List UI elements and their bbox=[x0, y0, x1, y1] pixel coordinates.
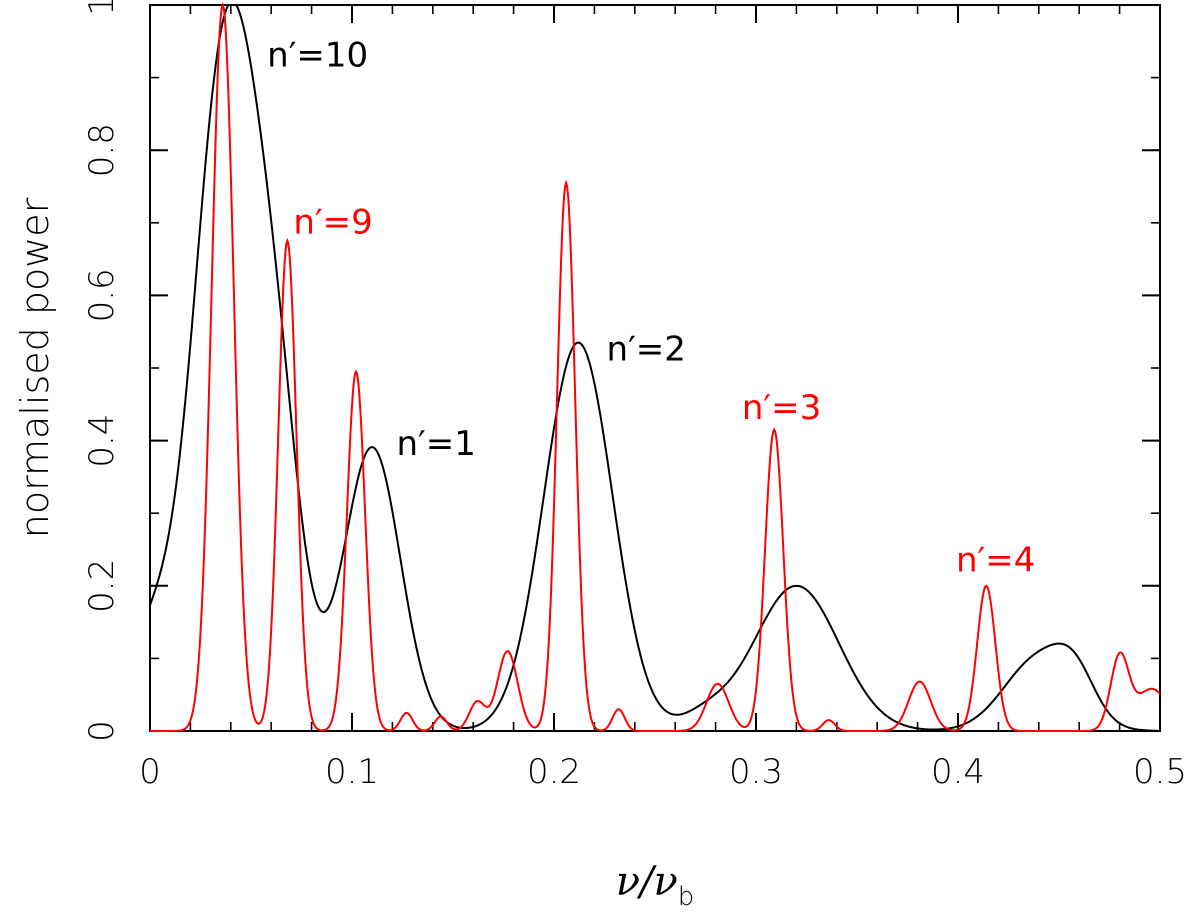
y-tick-label: 0.2 bbox=[82, 559, 122, 613]
x-tick-label: 0.5 bbox=[1133, 752, 1187, 792]
x-axis-label: ν/νb bbox=[616, 859, 695, 912]
peak-label: n′=9 bbox=[293, 203, 372, 243]
y-tick-label: 0 bbox=[82, 720, 122, 742]
x-tick-label: 0.3 bbox=[729, 752, 783, 792]
peak-label: n′=3 bbox=[742, 388, 821, 428]
tick-labels: 0 0.1 0.2 0.3 0.4 0.5 0 0.2 0.4 0.6 0.8 1 bbox=[82, 0, 1187, 792]
peak-label: n′=10 bbox=[267, 36, 368, 76]
x-tick-label: 0 bbox=[139, 752, 161, 792]
series-red-line bbox=[150, 1, 1161, 732]
series-group bbox=[149, 1, 1161, 732]
y-tick-label: 1 bbox=[82, 0, 122, 16]
series-black-line bbox=[149, 4, 1161, 732]
y-tick-label: 0.6 bbox=[82, 268, 122, 322]
annotations: n′=10 n′=9 n′=1 n′=2 n′=3 n′=4 bbox=[267, 36, 1035, 581]
x-tick-label: 0.4 bbox=[931, 752, 985, 792]
y-tick-label: 0.4 bbox=[82, 414, 122, 468]
peak-label: n′=4 bbox=[956, 540, 1035, 580]
x-tick-label: 0.1 bbox=[325, 752, 379, 792]
peak-label: n′=2 bbox=[607, 330, 686, 370]
y-tick-label: 0.8 bbox=[82, 123, 122, 177]
x-axis-label-symbol: ν/ν bbox=[616, 859, 678, 905]
x-axis-label-subscript: b bbox=[678, 882, 695, 912]
y-axis-label: normalised power bbox=[13, 197, 57, 538]
peak-label: n′=1 bbox=[396, 424, 475, 464]
x-tick-label: 0.2 bbox=[527, 752, 581, 792]
axis-ticks bbox=[149, 4, 1161, 732]
